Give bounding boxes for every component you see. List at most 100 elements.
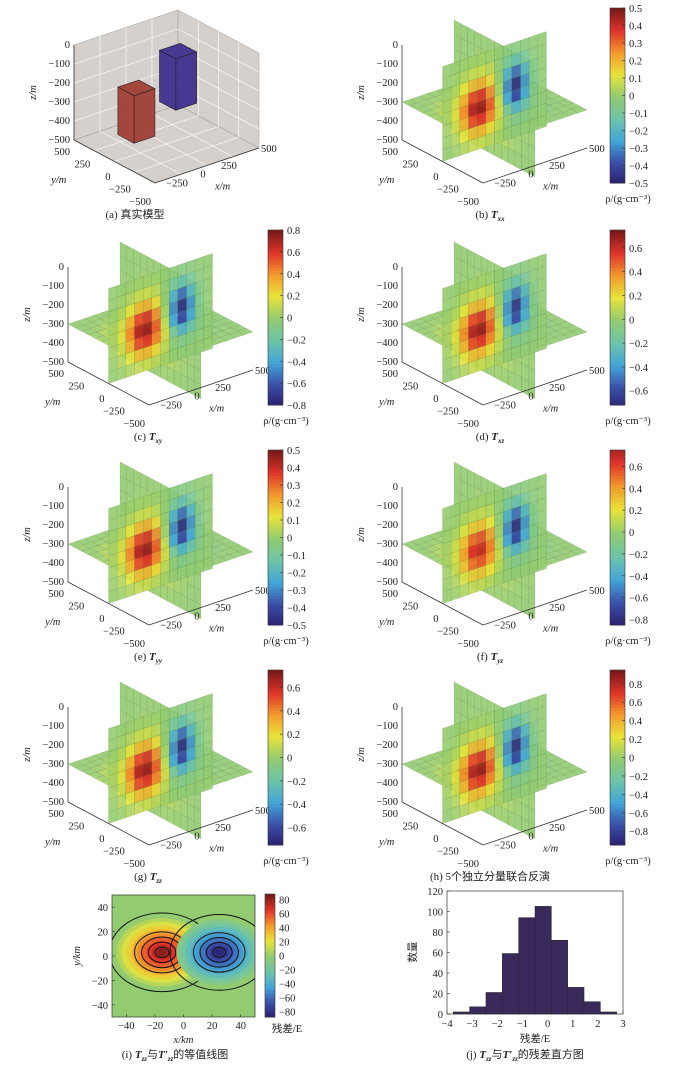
x-tick-label: −250 (494, 620, 516, 631)
colorbar-tick-label: −0.5 (629, 179, 648, 190)
colorbar-segment (610, 742, 625, 747)
colorbar-segment (268, 670, 283, 674)
colorbar-segment (610, 499, 625, 503)
x-tick-label: −250 (166, 178, 188, 189)
colorbar-segment (268, 584, 283, 588)
colorbar-segment (268, 839, 283, 843)
x-tick-label: 250 (215, 383, 231, 394)
box-face (175, 51, 197, 111)
colorbar-segment (610, 807, 625, 811)
colorbar-tick-label: −0.8 (629, 616, 648, 627)
x-tick-label: −250 (494, 400, 516, 411)
histogram-bar (551, 939, 568, 1015)
colorbar-segment (268, 528, 283, 533)
x-tick-label: −20 (147, 1021, 163, 1032)
colorbar-segment (610, 13, 625, 18)
colorbar-segment (610, 693, 625, 697)
contour-band (156, 948, 168, 957)
colorbar-segment (610, 127, 625, 131)
x-tick-label: 1 (570, 1019, 575, 1030)
x-tick-label: 500 (255, 366, 271, 377)
colorbar-segment (265, 951, 275, 954)
z-tick-label: −400 (48, 116, 70, 127)
caption-symbol: T (491, 431, 499, 443)
colorbar-segment (268, 285, 283, 289)
colorbar-tick-label: −40 (279, 979, 295, 990)
contour-line (154, 946, 170, 958)
colorbar-segment (610, 250, 625, 254)
colorbar-segment (610, 370, 625, 374)
panel-g: 0 −100 −200 −300 −400 −500 z/m 500 250 0 −250 −500 y… (8, 662, 358, 885)
colorbar-segment (265, 1000, 275, 1004)
colorbar-segment (268, 675, 283, 680)
colorbar: 0.8 0.6 0.4 0.2 0 −0.2 −0.4 −0.6 −0.8 (267, 226, 307, 412)
colorbar-segment (265, 945, 275, 948)
colorbar-segment (610, 534, 625, 538)
x-tick-label: 0 (528, 832, 533, 843)
colorbar-segment (265, 1010, 275, 1014)
panel-d: 0 −100 −200 −300 −400 −500 z/m 500 250 0 −250 −500 y… (350, 222, 700, 446)
contour-fill (112, 895, 255, 1017)
y-axis-label: y/m (378, 617, 395, 628)
colorbar-segment (268, 470, 283, 474)
colorbar-segment (268, 560, 283, 565)
colorbar-segment (265, 904, 275, 907)
colorbar-segment (265, 928, 275, 932)
colorbar-segment (268, 232, 283, 237)
colorbar-segment (268, 352, 283, 356)
caption-sub: xz (498, 437, 505, 446)
slice-cell (203, 693, 213, 709)
colorbar-segment (268, 696, 283, 700)
colorbar-segment (268, 613, 283, 617)
y-tick-label: 250 (403, 160, 419, 171)
colorbar-segment (610, 514, 625, 518)
x-axis-line (482, 369, 588, 406)
colorbar-segment (268, 821, 283, 826)
box-face (117, 79, 156, 97)
slice-xz (108, 693, 213, 824)
colorbar-segment (265, 957, 275, 961)
z-tick-label: 0 (59, 702, 64, 713)
colorbar-segment (268, 812, 283, 817)
contour-line (169, 913, 255, 991)
colorbar-segment (610, 367, 625, 371)
box-face (133, 88, 156, 144)
colorbar-segment (268, 452, 283, 457)
colorbar-segment (610, 598, 625, 603)
colorbar-segment (268, 760, 283, 764)
colorbar-tick-label: 0.1 (287, 516, 300, 527)
colorbar-segment (268, 780, 283, 785)
colorbar-segment (268, 358, 283, 362)
colorbar-tick-label: 0.8 (629, 680, 642, 691)
colorbar-segment (268, 810, 283, 814)
colorbar-segment (610, 707, 625, 712)
panel-plot-a: 0−100−200−300−400−500z/m5002500−250−500y… (28, 9, 277, 208)
colorbar-segment (265, 1014, 275, 1018)
y-axis-label: y/m (44, 397, 61, 408)
colorbar-segment (610, 8, 625, 12)
colorbar-segment (265, 943, 275, 946)
density-slices (401, 19, 588, 178)
colorbar-segment (268, 323, 283, 327)
colorbar-segment (268, 552, 283, 556)
slice-cell (453, 19, 462, 39)
colorbar-segment (610, 815, 625, 820)
x-tick-label: 250 (549, 823, 565, 834)
colorbar-segment (610, 302, 625, 307)
x-tick-label: −250 (494, 178, 516, 189)
colorbar-segment (265, 986, 275, 989)
colorbar-segment (610, 722, 625, 726)
caption-symbol2: T′ (158, 1049, 168, 1061)
colorbar-segment (610, 839, 625, 843)
z-tick-label: −500 (376, 135, 398, 146)
colorbar-segment (610, 232, 625, 237)
colorbar-segment (268, 482, 283, 486)
colorbar-segment (610, 276, 625, 281)
colorbar-segment (610, 543, 625, 547)
z-tick-label: −500 (376, 357, 398, 368)
colorbar-segment (268, 792, 283, 796)
x-tick-label: 2 (595, 1019, 600, 1030)
colorbar-segment (610, 387, 625, 391)
y-tick-label: −500 (129, 197, 151, 208)
colorbar-segment (610, 22, 625, 26)
